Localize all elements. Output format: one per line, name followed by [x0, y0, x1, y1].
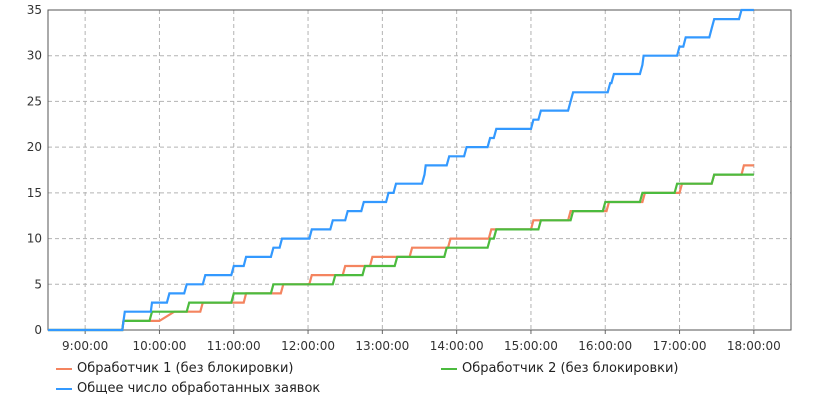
x-tick-label: 13:00:00 [355, 339, 409, 353]
x-tick-label: 17:00:00 [653, 339, 707, 353]
legend-item-handler-1: Обработчик 1 (без блокировки) [56, 361, 293, 376]
plot-area-frame [47, 9, 792, 331]
x-tick-label: 14:00:00 [430, 339, 484, 353]
y-tick-label: 0 [34, 323, 42, 337]
series-line-handler-2 [48, 173, 754, 332]
y-tick-label: 25 [27, 94, 42, 108]
x-tick-label: 16:00:00 [578, 339, 632, 353]
y-tick-label: 15 [27, 186, 42, 200]
legend-swatch-handler-1 [56, 367, 72, 370]
legend-label-total: Общее число обработанных заявок [77, 381, 321, 396]
y-tick-label: 20 [27, 140, 42, 154]
x-tick-label: 18:00:00 [727, 339, 781, 353]
y-tick-label: 5 [34, 277, 42, 291]
series-line-handler-1 [48, 164, 754, 332]
legend-swatch-handler-2 [441, 367, 457, 370]
x-tick-label: 15:00:00 [504, 339, 558, 353]
legend-item-total: Общее число обработанных заявок [56, 381, 320, 396]
x-tick-label: 9:00:00 [62, 339, 108, 353]
legend-swatch-total [56, 387, 72, 390]
y-tick-label: 30 [27, 49, 42, 63]
x-tick-label: 11:00:00 [207, 339, 261, 353]
y-tick-label: 35 [27, 3, 42, 17]
x-tick-label: 12:00:00 [281, 339, 335, 353]
legend-label-handler-2: Обработчик 2 (без блокировки) [462, 361, 679, 376]
legend-item-handler-2: Обработчик 2 (без блокировки) [441, 361, 678, 376]
y-tick-label: 10 [27, 232, 42, 246]
x-tick-label: 10:00:00 [132, 339, 186, 353]
series-line-total [48, 8, 754, 332]
legend-label-handler-1: Обработчик 1 (без блокировки) [77, 361, 294, 376]
